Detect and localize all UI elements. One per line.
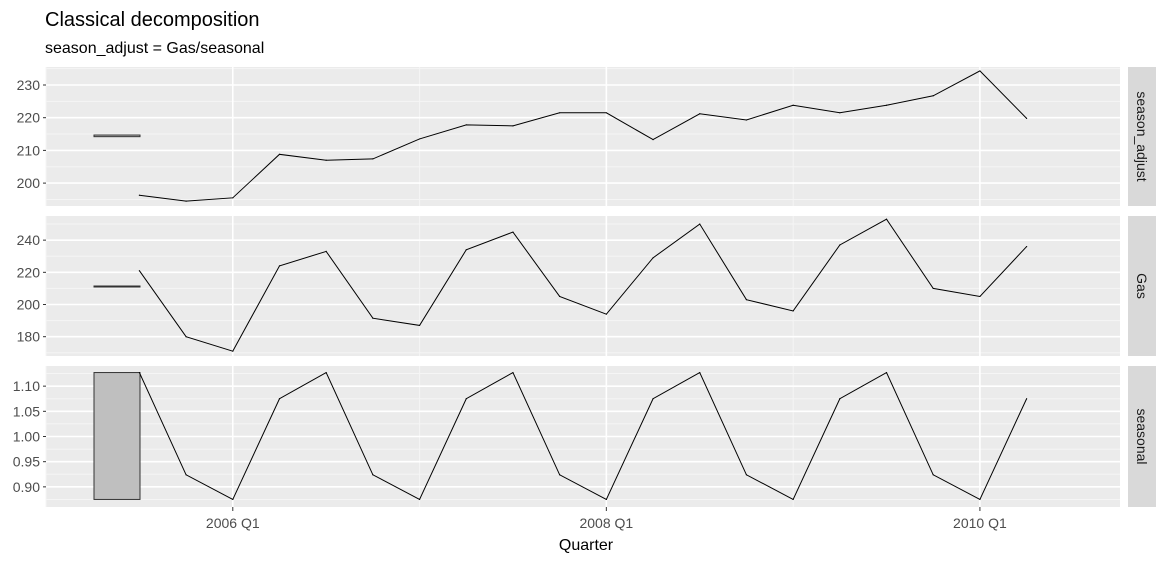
data-point [185,200,187,202]
data-point [232,350,234,352]
chart-subtitle: season_adjust = Gas/seasonal [45,40,264,57]
facet-strip [1128,216,1156,356]
data-point [278,265,281,267]
series-line-seasonal [138,371,1028,501]
data-point [792,310,794,312]
data-point [232,498,234,501]
panel-season_adjust: 200 210 220 230 season_adjust [17,67,1156,206]
data-point [512,125,514,127]
data-point [1026,245,1028,248]
data-point [559,474,561,476]
y-tick-label: 1.10 [13,378,40,394]
y-tick-label: 180 [17,329,41,345]
data-point [792,104,794,106]
data-point [278,398,281,400]
scale-bar [93,285,141,288]
series-line-season_adjust [139,70,1027,202]
data-point [325,371,327,374]
panel-background [46,67,1120,206]
data-point [232,197,234,199]
data-point [418,498,421,501]
facet-strip-label: season_adjust [1134,91,1150,181]
data-point [185,336,187,338]
data-point [559,112,561,114]
data-point [699,223,701,225]
facet-strip [1128,366,1156,507]
y-tick-label: 240 [17,232,41,248]
data-point [605,313,607,315]
x-tick-label: 2006 Q1 [206,515,260,531]
data-point [465,398,467,400]
data-point [839,398,841,400]
data-point [699,113,701,115]
y-tick-label: 200 [17,297,41,313]
data-point [652,139,654,141]
data-point [605,112,607,114]
data-point [979,498,981,501]
data-point [885,371,888,374]
data-point [512,231,514,233]
x-tick-label: 2010 Q1 [953,515,1007,531]
data-point [185,474,187,476]
y-tick-label: 1.05 [13,403,40,419]
data-point [418,138,421,140]
data-point [372,158,374,160]
data-point [885,218,888,220]
y-tick-label: 200 [17,175,41,191]
data-point [839,244,841,246]
data-point [745,474,748,476]
scale-bar [93,134,141,138]
data-point [885,104,888,106]
data-point [979,70,981,72]
y-tick-label: 220 [17,264,41,280]
y-tick-label: 0.90 [13,479,40,495]
data-point [932,474,934,476]
y-tick-label: 1.00 [13,429,40,445]
data-point [465,249,467,251]
y-tick-label: 0.95 [13,454,40,470]
x-tick-label: 2008 Q1 [579,515,633,531]
data-point [138,194,140,196]
data-point [932,287,934,290]
data-point [465,124,467,126]
data-point [325,159,327,161]
data-point [512,371,514,374]
data-point [418,324,421,327]
data-point [745,299,748,301]
data-point [1026,398,1028,400]
data-point [372,317,374,319]
data-point [325,250,327,253]
data-point [605,498,607,501]
facet-panels: 200 210 220 230 season_adjust 180 200 220 240 Gas… [13,67,1156,507]
x-axis: 2006 Q1 2008 Q1 2010 Q1 [206,507,1007,531]
data-point [792,498,794,501]
facet-strip-label: Gas [1134,273,1150,299]
scale-bar [93,372,141,500]
x-axis-title: Quarter [559,537,614,554]
panel-seasonal: 0.90 0.95 1.00 1.05 1.10 seasonal [13,366,1156,507]
data-point [839,112,841,114]
data-point [1026,117,1028,119]
data-point [138,270,140,272]
data-point [559,295,561,298]
data-point [372,474,374,476]
data-point [745,119,748,121]
data-point [699,371,701,374]
data-point [652,398,654,400]
facet-strip [1128,67,1156,206]
data-point [138,371,140,374]
y-tick-label: 210 [17,142,41,158]
y-tick-label: 230 [17,77,41,93]
chart-title: Classical decomposition [45,9,260,31]
data-point [979,295,981,298]
data-point [278,153,281,155]
y-tick-label: 220 [17,110,41,126]
series-line-Gas [138,218,1027,352]
data-point [932,95,934,97]
facet-strip-label: seasonal [1134,408,1150,464]
data-point [652,257,654,259]
panel-Gas: 180 200 220 240 Gas [17,216,1156,356]
panel-background [46,216,1120,356]
